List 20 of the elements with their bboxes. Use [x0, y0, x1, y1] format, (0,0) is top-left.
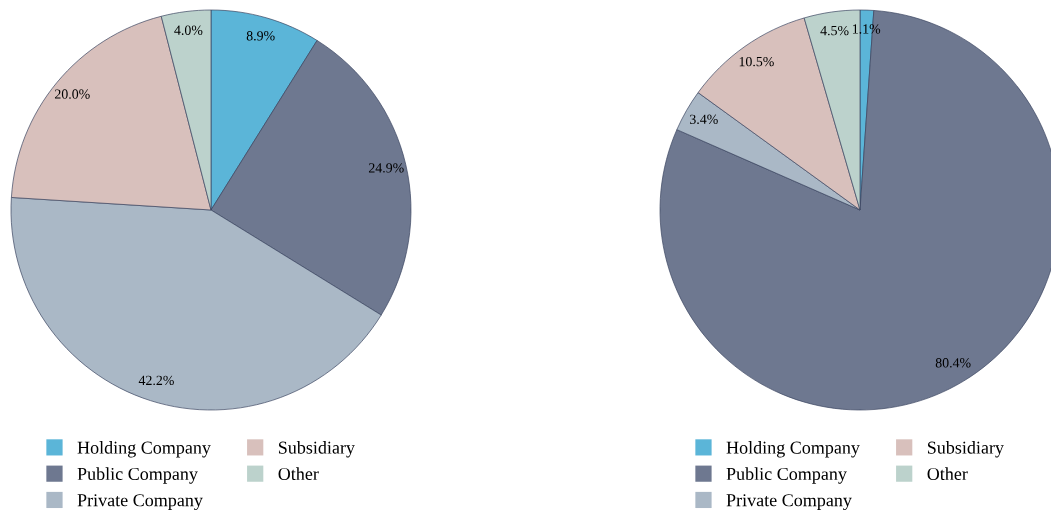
legend-label: Subsidiary [278, 441, 355, 458]
legend-label: Private Company [726, 494, 852, 511]
data-label: 24.9% [368, 163, 404, 173]
legend-label: Public Company [726, 467, 847, 484]
data-label: 4.5% [820, 25, 849, 36]
legend-label: Private Company [77, 494, 203, 511]
data-label: 20.0% [54, 89, 90, 99]
data-label: 8.9% [246, 31, 275, 41]
legend-label: Public Company [77, 467, 198, 484]
data-label: 3.4% [690, 114, 718, 125]
data-label: 4.0% [174, 25, 203, 35]
legend-label: Holding Company [77, 441, 211, 458]
data-label: 80.4% [935, 358, 971, 368]
legend-label: Holding Company [726, 441, 860, 458]
data-label: 42.2% [138, 375, 174, 386]
legend-label: Other [278, 467, 319, 481]
legend-label: Subsidiary [927, 441, 1004, 458]
data-label: 1.1% [852, 24, 881, 34]
data-label: 10.5% [739, 56, 774, 67]
legend-label: Other [927, 467, 968, 481]
